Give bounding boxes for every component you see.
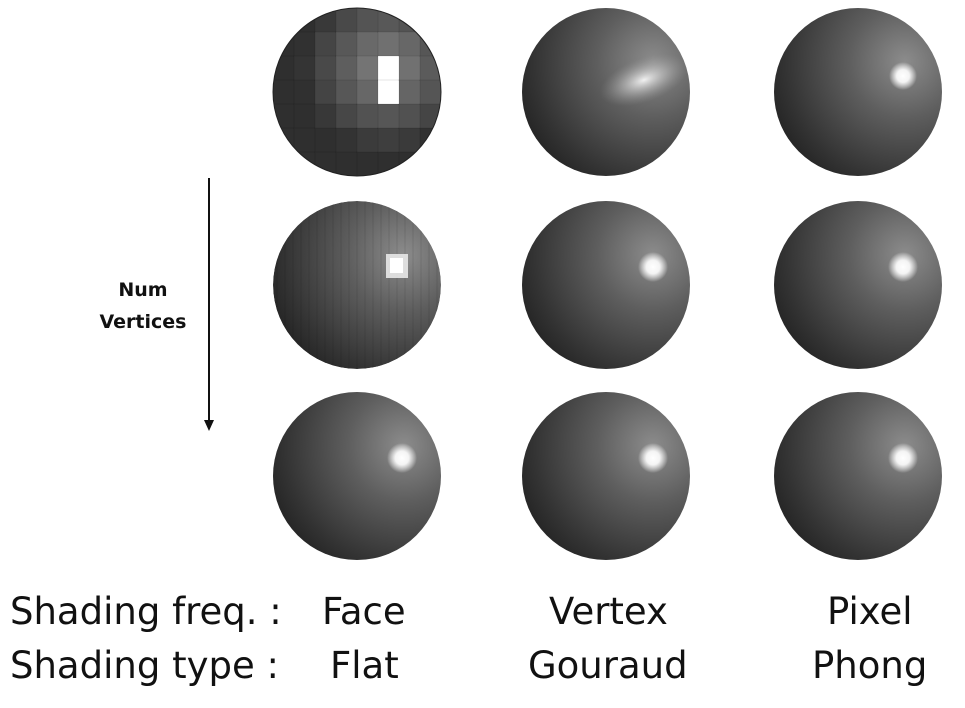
facet <box>357 32 379 57</box>
facet <box>336 104 358 129</box>
sphere-flat-medium <box>273 201 441 369</box>
facet <box>378 104 400 129</box>
facet <box>273 152 295 177</box>
num-vertices-label: Num Vertices <box>88 274 198 338</box>
column-face-freq: Face <box>322 590 406 634</box>
facet <box>378 56 400 81</box>
facet <box>378 32 400 57</box>
facet <box>399 104 421 129</box>
column-flat-type: Flat <box>330 644 399 688</box>
facet <box>399 128 421 153</box>
facet <box>294 56 316 81</box>
facet <box>399 8 421 33</box>
sphere-gouraud-medium <box>522 201 690 369</box>
facet <box>315 32 337 57</box>
facet <box>420 104 442 129</box>
facet <box>315 128 337 153</box>
sphere-phong-medium <box>774 201 942 369</box>
shading-freq-label: Shading freq. : <box>10 590 282 634</box>
facet <box>336 56 358 81</box>
facet <box>336 128 358 153</box>
facet <box>294 152 316 177</box>
facet <box>273 8 295 33</box>
facet <box>357 128 379 153</box>
facet <box>294 104 316 129</box>
shading-type-label: Shading type : <box>10 644 279 688</box>
num-vertices-label-line2: Vertices <box>88 306 198 338</box>
facet <box>315 56 337 81</box>
facet <box>399 32 421 57</box>
facet <box>336 8 358 33</box>
facet <box>399 152 421 177</box>
column-pixel-freq: Pixel <box>827 590 913 634</box>
facet <box>357 104 379 129</box>
facet <box>273 128 295 153</box>
facet <box>399 56 421 81</box>
sphere-flat-fine <box>273 392 441 560</box>
facet <box>336 32 358 57</box>
column-phong-type: Phong <box>812 644 927 688</box>
facet <box>357 8 379 33</box>
facet <box>336 80 358 105</box>
facet <box>294 32 316 57</box>
facet <box>273 32 295 57</box>
facet <box>420 80 442 105</box>
facet <box>357 152 379 177</box>
column-gouraud-type: Gouraud <box>528 644 688 688</box>
num-vertices-arrow <box>204 178 214 431</box>
facet <box>273 80 295 105</box>
facet <box>378 128 400 153</box>
facet <box>420 56 442 81</box>
facet <box>420 8 442 33</box>
sphere-phong-coarse <box>774 8 942 176</box>
facet <box>357 56 379 81</box>
facet <box>420 152 442 177</box>
sphere-gouraud-coarse <box>522 8 695 176</box>
facet <box>378 80 400 105</box>
column-vertex-freq: Vertex <box>549 590 668 634</box>
facet <box>315 104 337 129</box>
facet <box>315 80 337 105</box>
facet <box>294 80 316 105</box>
sphere-phong-fine <box>774 392 942 560</box>
num-vertices-label-line1: Num <box>88 274 198 306</box>
facet <box>336 152 358 177</box>
facet <box>399 80 421 105</box>
sphere-gouraud-fine <box>522 392 690 560</box>
facet <box>294 128 316 153</box>
facet <box>357 80 379 105</box>
